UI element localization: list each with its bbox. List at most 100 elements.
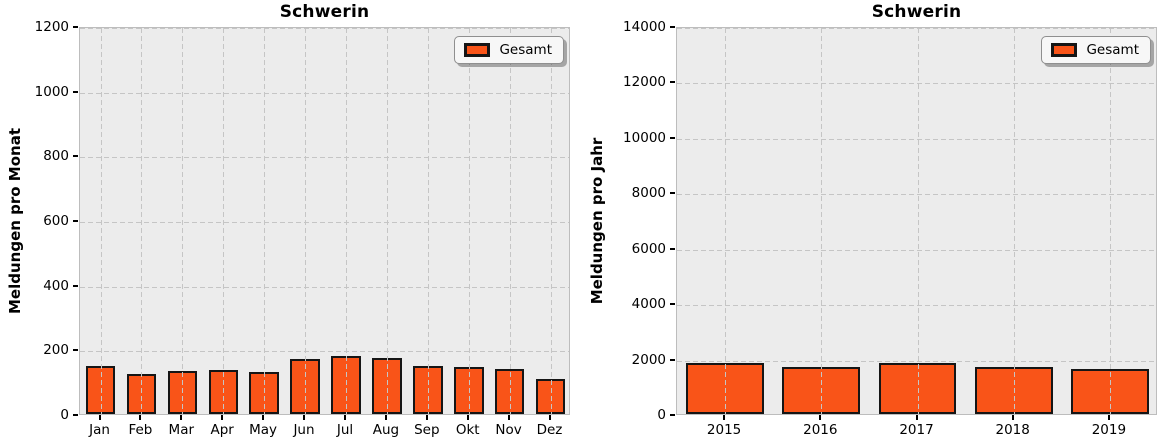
x-tick-label: Okt xyxy=(455,422,480,438)
y-tick-mark xyxy=(73,349,78,352)
gridline-horizontal xyxy=(677,194,1156,196)
x-tick-mark xyxy=(723,415,726,420)
gridline-horizontal xyxy=(80,351,569,353)
x-tick-label: Apr xyxy=(210,422,234,438)
gridline-vertical xyxy=(509,28,511,414)
y-tick-mark xyxy=(73,220,78,222)
x-tick-label: Aug xyxy=(372,422,400,438)
legend-swatch-icon xyxy=(464,43,491,57)
y-tick-label: 14000 xyxy=(623,19,666,35)
x-tick-label: 2016 xyxy=(803,422,838,438)
y-tick-label: 0 xyxy=(60,407,69,423)
bar-2016 xyxy=(782,367,861,414)
x-tick-label: Jun xyxy=(293,422,315,438)
gridline-horizontal xyxy=(80,222,569,223)
y-tick-label: 0 xyxy=(657,407,666,423)
y-tick-mark xyxy=(670,26,675,28)
x-tick-mark xyxy=(98,415,101,420)
x-tick-mark xyxy=(384,415,387,420)
gridline-horizontal xyxy=(677,138,1156,140)
gridline-vertical xyxy=(1013,28,1015,414)
gridline-horizontal xyxy=(80,92,569,94)
bar-Aug xyxy=(372,358,402,414)
x-tick-label: Jan xyxy=(89,422,110,438)
plot-area: Gesamt xyxy=(676,27,1157,415)
gridline-horizontal xyxy=(80,286,569,288)
gridline-horizontal xyxy=(677,249,1156,251)
x-tick-label: 2018 xyxy=(995,422,1030,438)
gridline-vertical xyxy=(182,28,184,414)
bar-2015 xyxy=(686,362,764,414)
x-tick-mark xyxy=(1011,415,1014,420)
gridline-vertical xyxy=(468,28,470,414)
x-tick-mark xyxy=(344,415,346,420)
gridline-horizontal xyxy=(677,305,1156,307)
gridline-vertical xyxy=(346,28,347,414)
gridline-horizontal xyxy=(80,157,569,159)
y-tick-mark xyxy=(73,90,78,93)
y-tick-label: 1000 xyxy=(34,83,69,100)
x-tick-mark xyxy=(466,415,469,420)
gridline-vertical xyxy=(386,28,388,414)
gridline-vertical xyxy=(100,28,102,414)
legend-label: Gesamt xyxy=(1086,42,1139,58)
y-tick-label: 12000 xyxy=(623,74,666,91)
y-tick-label: 10000 xyxy=(623,129,666,146)
legend: Gesamt xyxy=(454,36,564,64)
y-tick-mark xyxy=(670,192,675,195)
y-tick-mark xyxy=(670,303,675,306)
x-tick-mark xyxy=(139,415,142,420)
y-tick-mark xyxy=(670,414,675,416)
x-tick-label: 2019 xyxy=(1091,422,1127,438)
y-tick-mark xyxy=(670,81,675,84)
legend-label: Gesamt xyxy=(499,42,552,58)
y-tick-label: 200 xyxy=(43,342,69,359)
gridline-horizontal xyxy=(677,28,1156,29)
x-tick-label: Jul xyxy=(336,422,354,438)
y-tick-mark xyxy=(73,26,78,28)
x-tick-mark xyxy=(819,415,822,420)
bar-Jan xyxy=(85,365,116,414)
x-tick-mark xyxy=(548,415,551,420)
y-tick-mark xyxy=(670,136,675,139)
x-tick-mark xyxy=(221,415,224,420)
y-tick-label: 2000 xyxy=(631,351,666,368)
y-tick-label: 8000 xyxy=(631,185,666,202)
gridline-vertical xyxy=(305,28,306,414)
y-tick-mark xyxy=(73,284,78,287)
gridline-horizontal xyxy=(80,28,569,29)
y-tick-label: 600 xyxy=(43,213,69,229)
gridline-vertical xyxy=(550,28,552,414)
gridline-horizontal xyxy=(677,83,1156,85)
x-tick-label: 2017 xyxy=(899,422,934,438)
y-tick-mark xyxy=(73,155,78,158)
gridline-vertical xyxy=(427,28,429,414)
plot-area: Gesamt xyxy=(79,27,570,415)
bar-2019 xyxy=(1070,368,1149,414)
y-tick-mark xyxy=(670,247,675,250)
x-tick-label: May xyxy=(249,422,278,438)
gridline-vertical xyxy=(264,28,266,414)
y-tick-label: 800 xyxy=(43,148,69,165)
x-tick-label: Mar xyxy=(168,422,195,438)
gridline-vertical xyxy=(223,28,225,414)
chart-yearly: Schwerin Meldungen pro Jahr Gesamt 0 2000 400… xyxy=(582,0,1164,442)
gridline-vertical xyxy=(141,28,143,414)
legend: Gesamt xyxy=(1041,36,1151,64)
x-tick-label: Feb xyxy=(128,422,153,438)
chart-monthly: Schwerin Meldungen pro Monat Gesamt 0 200 400… xyxy=(6,2,570,438)
bar-2017 xyxy=(878,362,957,414)
x-tick-mark xyxy=(425,415,428,420)
x-tick-label: 2015 xyxy=(706,422,742,438)
bar-Feb xyxy=(126,374,157,414)
y-tick-mark xyxy=(670,358,675,361)
y-tick-label: 4000 xyxy=(631,296,666,313)
bar-2018 xyxy=(974,366,1053,414)
y-tick-label: 1200 xyxy=(34,19,69,35)
gridline-vertical xyxy=(821,28,823,414)
y-tick-label: 400 xyxy=(43,277,69,294)
x-tick-label: Nov xyxy=(495,422,522,438)
legend-swatch-icon xyxy=(1051,43,1078,57)
x-tick-label: Sep xyxy=(414,422,440,438)
